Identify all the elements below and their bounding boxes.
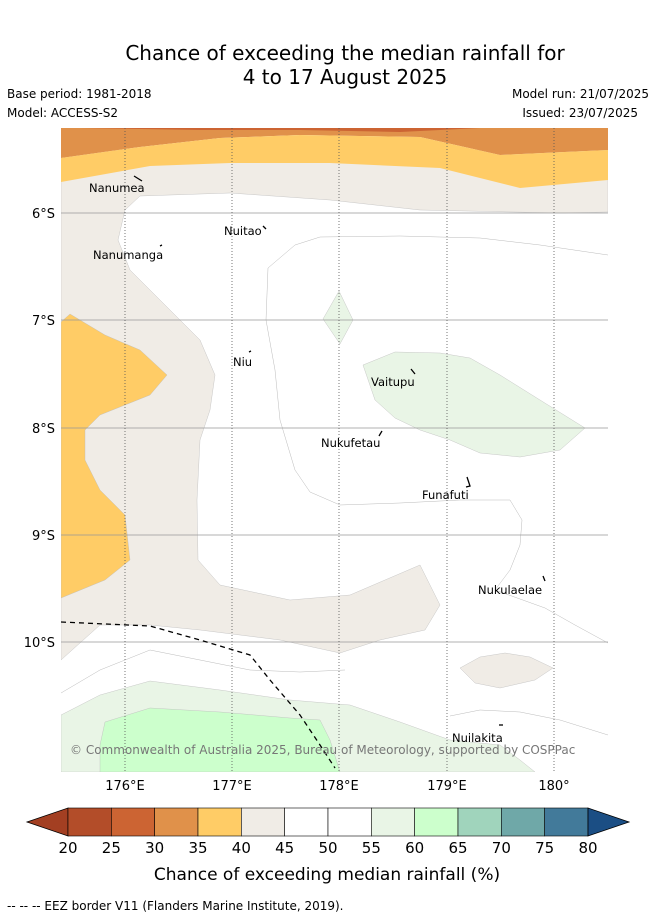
colorbar-label: 40 [232, 839, 251, 857]
contour-30-35 [61, 128, 608, 158]
lat-tick: 9°S [32, 529, 55, 544]
colorbar-cell [197, 807, 242, 837]
island-label-niu: Niu [233, 355, 252, 369]
colorbar-label: 30 [145, 839, 164, 857]
lon-tick: 180° [538, 779, 569, 794]
colorbar-high-extend [587, 807, 631, 837]
colorbar-cell [111, 807, 155, 837]
colorbar-cell [154, 807, 199, 837]
colorbar-label: 50 [318, 839, 337, 857]
island-label-nanumanga: Nanumanga [93, 248, 163, 262]
colorbar-label: 25 [102, 839, 121, 857]
colorbar: 20 25 30 35 40 45 50 55 60 65 70 75 80 Chance of exc… [25, 807, 631, 885]
island-label-nanumea: Nanumea [89, 181, 145, 195]
lon-tick: 177°E [212, 779, 252, 794]
map-area: Nanumea Nuitao Nanumanga Niu Vaitupu Nuk… [61, 128, 608, 772]
colorbar-cells [67, 807, 589, 837]
colorbar-cell [457, 807, 502, 837]
model-run: Model run: 21/07/2025 [511, 87, 649, 101]
island-label-nukulaelae: Nukulaelae [478, 583, 542, 597]
title-line-2: 4 to 17 August 2025 [242, 65, 448, 89]
island-label-funafuti: Funafuti [422, 488, 469, 502]
gridlines [61, 212, 608, 643]
contour-40-45-blob [459, 652, 554, 689]
contour-line-interior [265, 235, 608, 644]
contour-line-south [61, 649, 346, 694]
island-label-nukufetau: Nukufetau [321, 436, 380, 450]
eez-border [61, 621, 336, 769]
colorbar-cell [414, 807, 459, 837]
contour-35-40-left [61, 313, 168, 599]
colorbar-label: 55 [362, 839, 381, 857]
title-line-1: Chance of exceeding the median rainfall … [125, 41, 565, 65]
island-label-vaitupu: Vaitupu [371, 375, 415, 389]
colorbar-cell [241, 807, 285, 837]
lat-tick: 6°S [32, 207, 55, 222]
contour-25-30-top [80, 128, 480, 132]
colorbar-cell [327, 807, 372, 837]
issued-date: Issued: 23/07/2025 [522, 106, 638, 120]
colorbar-label: 35 [188, 839, 207, 857]
colorbar-cell [544, 807, 589, 837]
colorbar-label: 80 [578, 839, 597, 857]
lat-tick: 7°S [32, 314, 55, 329]
lon-tick: 178°E [319, 779, 359, 794]
lon-tick: 176°E [105, 779, 145, 794]
colorbar-label: 65 [448, 839, 467, 857]
colorbar-cell [371, 807, 415, 837]
contour-60-65-south [99, 707, 341, 772]
model-name: Model: ACCESS-S2 [7, 106, 119, 120]
colorbar-cell [501, 807, 545, 837]
copyright-text: © Commonwealth of Australia 2025, Bureau… [70, 743, 575, 757]
colorbar-low-extend [25, 807, 69, 837]
eez-legend-note: -- -- -- EEZ border V11 (Flanders Marine… [7, 899, 344, 913]
island-marks [133, 175, 546, 726]
colorbar-cell [284, 807, 329, 837]
contour-55-60-east [362, 351, 586, 458]
contour-line-south-east [449, 709, 608, 736]
lat-tick: 8°S [32, 422, 55, 437]
colorbar-label: 70 [492, 839, 511, 857]
meridians [124, 128, 555, 772]
colorbar-label: 45 [275, 839, 294, 857]
colorbar-cell [67, 807, 112, 837]
lat-tick: 10°S [24, 636, 55, 651]
colorbar-label: 20 [58, 839, 77, 857]
base-period: Base period: 1981-2018 [7, 87, 152, 101]
lat-tick-labels: 6°S 7°S 8°S 9°S 10°S [24, 207, 55, 651]
contour-55-60-diamond [322, 290, 354, 345]
lon-tick: 179°E [427, 779, 467, 794]
colorbar-title: Chance of exceeding median rainfall (%) [154, 865, 500, 885]
lon-tick-labels: 176°E 177°E 178°E 179°E 180° [105, 779, 569, 794]
colorbar-label: 75 [535, 839, 554, 857]
island-label-nuitao: Nuitao [224, 224, 262, 238]
colorbar-labels: 20 25 30 35 40 45 50 55 60 65 70 75 80 [58, 839, 597, 857]
island-label-nuilakita: Nuilakita [452, 731, 503, 745]
colorbar-label: 60 [405, 839, 424, 857]
contour-35-40-top [61, 135, 608, 188]
